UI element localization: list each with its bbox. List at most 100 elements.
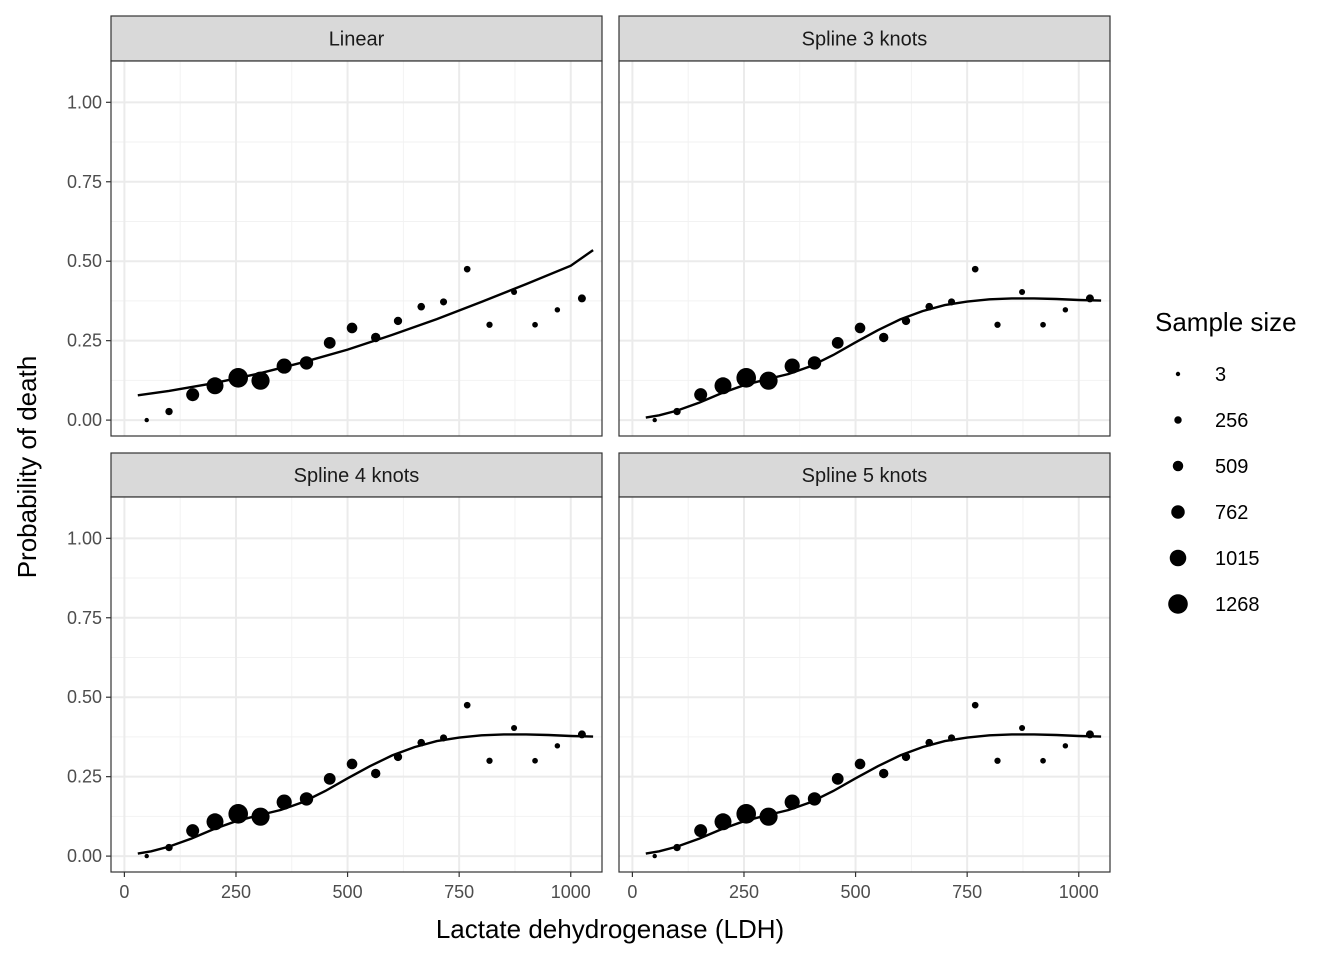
data-point: [714, 377, 732, 395]
panel-background: [619, 61, 1110, 436]
fit-line: [137, 733, 594, 855]
data-point: [439, 298, 448, 306]
x-axis-title: Lactate dehydrogenase (LDH): [436, 914, 784, 944]
data-point: [673, 843, 681, 852]
legend-key: [1171, 505, 1185, 519]
data-point: [994, 321, 1001, 328]
data-point: [1085, 294, 1094, 303]
data-point: [807, 356, 822, 370]
data-point: [1085, 730, 1094, 739]
legend-label: 256: [1215, 410, 1248, 432]
y-tick-label: 0.50: [67, 251, 102, 271]
facet-title: Spline 4 knots: [294, 465, 420, 487]
legend-label: 762: [1215, 502, 1248, 524]
legend-label: 3: [1215, 364, 1226, 386]
data-point: [652, 853, 657, 859]
legend-label: 1268: [1215, 594, 1260, 616]
data-point: [1019, 289, 1026, 296]
fit-line: [137, 249, 594, 397]
x-tick-label: 0: [627, 882, 637, 902]
data-point: [673, 407, 681, 416]
legend-key: [1172, 460, 1184, 472]
data-point: [276, 358, 292, 374]
data-point: [1062, 743, 1069, 749]
data-point: [854, 322, 866, 334]
legend-title: Sample size: [1155, 307, 1297, 337]
data-point: [323, 772, 336, 785]
data-point: [511, 725, 518, 732]
axes-layer: 0.00 0.25 0.50 0.75 1.00 0.00 0.25 0.50 0.75 1.00…: [67, 92, 1099, 902]
panel-background: [111, 61, 602, 436]
facet-panel: Spline 3 knots: [618, 15, 1111, 437]
x-tick-label: 750: [444, 882, 474, 902]
y-tick-label: 1.00: [67, 528, 102, 548]
legend-label: 509: [1215, 456, 1248, 478]
data-point: [1019, 725, 1026, 732]
data-point: [486, 757, 493, 764]
data-point: [186, 388, 200, 402]
y-tick-label: 0.50: [67, 687, 102, 707]
panel-border: [618, 60, 1111, 437]
data-point: [511, 289, 518, 296]
data-point: [463, 265, 471, 273]
data-point: [165, 843, 173, 852]
facet-panel: Linear: [110, 15, 603, 437]
data-point: [714, 813, 732, 831]
data-point: [299, 356, 314, 370]
x-tick-label: 0: [119, 882, 129, 902]
data-point: [251, 807, 270, 826]
data-point: [878, 332, 889, 343]
data-point: [299, 792, 314, 806]
data-point: [971, 701, 979, 709]
data-point: [554, 307, 561, 313]
data-point: [925, 738, 934, 747]
data-point: [346, 322, 358, 334]
y-tick-label: 0.00: [67, 846, 102, 866]
y-tick-label: 0.00: [67, 410, 102, 430]
data-point: [144, 417, 149, 423]
data-point: [165, 407, 173, 416]
legend-key: [1169, 549, 1187, 567]
facet-title: Spline 5 knots: [802, 465, 928, 487]
data-point: [577, 730, 586, 739]
facet-panel: Spline 5 knots: [618, 452, 1111, 873]
data-point: [971, 265, 979, 273]
data-point: [532, 757, 538, 764]
data-point: [144, 853, 149, 859]
data-point: [323, 336, 336, 349]
data-point: [417, 302, 426, 311]
data-point: [370, 332, 381, 343]
data-point: [1040, 757, 1046, 764]
data-point: [901, 752, 911, 762]
data-point: [486, 321, 493, 328]
legend: Sample size 3 256 509 762 1015 1268: [1155, 307, 1297, 616]
panel-background: [619, 497, 1110, 872]
data-point: [831, 772, 844, 785]
data-point: [736, 368, 757, 388]
data-point: [393, 752, 403, 762]
legend-key: [1168, 594, 1188, 614]
legend-key: [1175, 371, 1181, 377]
data-point: [854, 758, 866, 770]
data-point: [947, 734, 956, 742]
x-tick-label: 250: [221, 882, 251, 902]
data-point: [925, 302, 934, 311]
x-tick-label: 1000: [551, 882, 591, 902]
data-point: [251, 371, 270, 390]
data-point: [463, 701, 471, 709]
facet-title: Linear: [329, 29, 385, 51]
facet-strip: [110, 15, 603, 62]
legend-label: 1015: [1215, 548, 1260, 570]
data-point: [947, 298, 956, 306]
data-point: [759, 371, 778, 390]
data-point: [276, 794, 292, 810]
panels-layer: Linear Spline 3 knots Spline 4 knots Spline…: [110, 15, 1111, 873]
data-point: [228, 804, 249, 824]
data-point: [554, 743, 561, 749]
data-point: [694, 388, 708, 402]
data-point: [417, 738, 426, 747]
data-point: [652, 417, 657, 423]
data-point: [206, 813, 224, 831]
x-tick-label: 1000: [1059, 882, 1099, 902]
